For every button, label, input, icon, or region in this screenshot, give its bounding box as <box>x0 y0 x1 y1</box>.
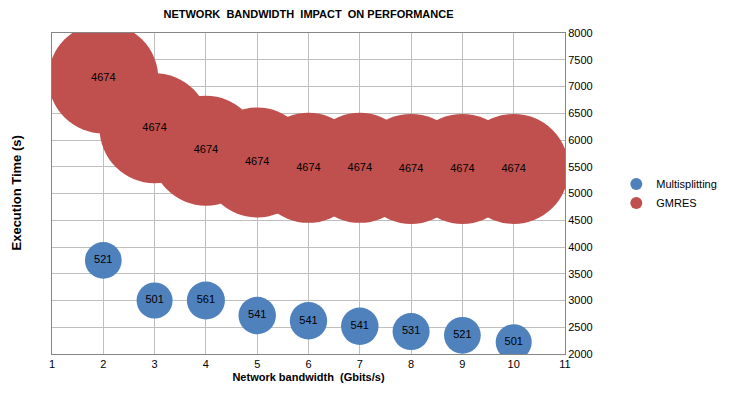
svg-text:501: 501 <box>145 293 163 305</box>
svg-text:541: 541 <box>248 308 266 320</box>
svg-text:4674: 4674 <box>399 162 423 174</box>
svg-text:531: 531 <box>402 324 420 336</box>
svg-text:4500: 4500 <box>568 214 592 226</box>
svg-text:4674: 4674 <box>142 121 166 133</box>
svg-text:4674: 4674 <box>348 161 372 173</box>
svg-text:11: 11 <box>559 358 570 370</box>
svg-text:2: 2 <box>100 358 106 370</box>
svg-text:3000: 3000 <box>568 294 592 306</box>
svg-text:561: 561 <box>197 293 215 305</box>
svg-text:5000: 5000 <box>568 187 592 199</box>
svg-text:Execution Time (s): Execution Time (s) <box>9 135 24 250</box>
svg-text:5500: 5500 <box>568 161 592 173</box>
svg-text:5: 5 <box>254 358 260 370</box>
svg-text:541: 541 <box>299 314 317 326</box>
svg-text:521: 521 <box>94 253 112 265</box>
svg-text:4674: 4674 <box>91 71 115 83</box>
svg-text:4: 4 <box>203 358 209 370</box>
svg-text:1: 1 <box>49 358 55 370</box>
svg-text:2500: 2500 <box>568 321 592 333</box>
svg-text:4674: 4674 <box>450 162 474 174</box>
svg-text:4674: 4674 <box>296 161 320 173</box>
svg-text:GMRES: GMRES <box>656 197 696 209</box>
svg-text:2000: 2000 <box>568 348 592 360</box>
svg-text:6000: 6000 <box>568 134 592 146</box>
svg-text:4674: 4674 <box>245 155 269 167</box>
svg-text:9: 9 <box>459 358 465 370</box>
svg-text:Multisplitting: Multisplitting <box>656 178 717 190</box>
svg-text:6: 6 <box>305 358 311 370</box>
svg-text:7500: 7500 <box>568 54 592 66</box>
svg-text:8: 8 <box>408 358 414 370</box>
svg-text:7: 7 <box>357 358 363 370</box>
svg-text:3: 3 <box>152 358 158 370</box>
svg-text:501: 501 <box>505 335 523 347</box>
svg-text:7000: 7000 <box>568 80 592 92</box>
svg-text:Network bandwidth (Gbits/s): Network bandwidth (Gbits/s) <box>232 371 385 383</box>
svg-text:541: 541 <box>351 319 369 331</box>
svg-text:4674: 4674 <box>501 162 525 174</box>
svg-text:3500: 3500 <box>568 268 592 280</box>
svg-text:10: 10 <box>508 358 520 370</box>
svg-text:NETWORK BANDWIDTH IMPACT ON: NETWORK BANDWIDTH IMPACT ON PERFORMANCE <box>163 8 453 20</box>
svg-text:4674: 4674 <box>194 143 218 155</box>
svg-text:4000: 4000 <box>568 241 592 253</box>
svg-text:6500: 6500 <box>568 107 592 119</box>
svg-text:521: 521 <box>453 328 471 340</box>
svg-text:8000: 8000 <box>568 27 592 39</box>
